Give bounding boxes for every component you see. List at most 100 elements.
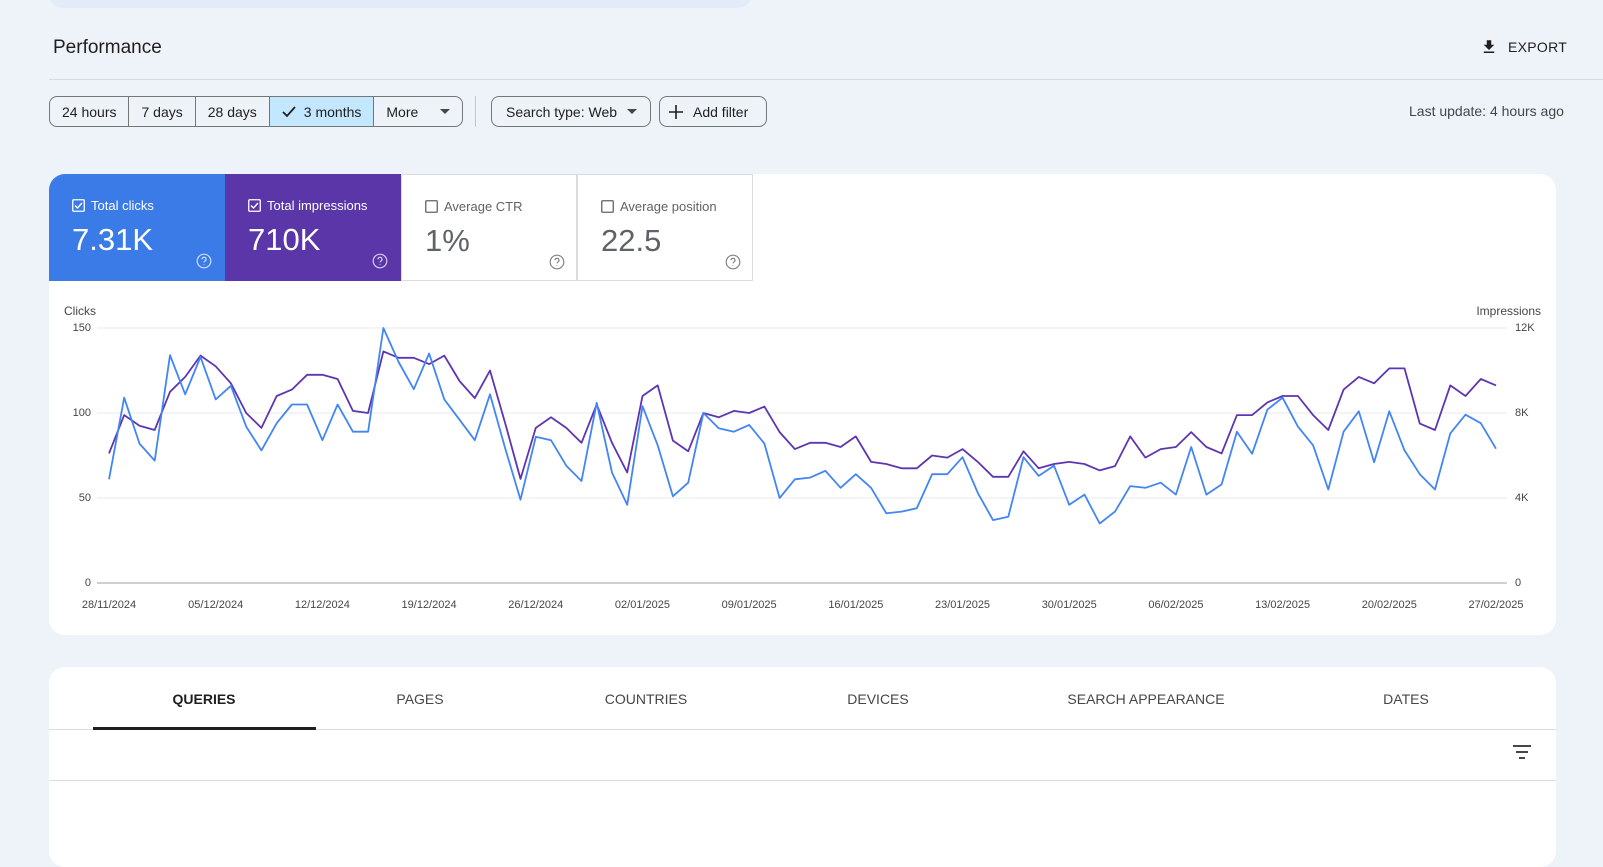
- performance-card: Clicks Impressions 0 50 100 150 0 4K 8K 12K 28/11/…: [49, 174, 1556, 635]
- dropdown-arrow: [627, 108, 638, 114]
- series-line: [108, 350, 1497, 480]
- y2-tick-label: 4K: [1515, 492, 1529, 504]
- x-tick-label: 16/01/2025: [828, 599, 883, 611]
- range-label: 7 days: [141, 103, 183, 120]
- dropdown-arrow: [440, 108, 451, 114]
- separator: [475, 96, 476, 127]
- tab[interactable]: SEARCH APPEARANCE: [1067, 691, 1225, 707]
- filter-icon[interactable]: [1513, 745, 1531, 759]
- x-tick-label: 20/02/2025: [1362, 599, 1417, 611]
- tab[interactable]: QUERIES: [172, 691, 236, 707]
- tab-divider: [49, 729, 1556, 730]
- help-mark: [377, 256, 383, 265]
- metric-label-row: Total impressions: [248, 198, 367, 213]
- export-label: EXPORT: [1508, 39, 1568, 55]
- x-tick-label: 09/01/2025: [722, 599, 777, 611]
- y-tick-label: 0: [85, 577, 91, 589]
- range-label: More: [386, 103, 419, 120]
- check-icon: [282, 105, 296, 117]
- x-tick-label: 06/02/2025: [1148, 599, 1203, 611]
- divider: [49, 79, 1603, 80]
- y-axis-label: Clicks: [64, 304, 96, 318]
- download-icon: [1483, 40, 1495, 53]
- metric-card[interactable]: Average CTR 1%: [401, 174, 577, 281]
- tab[interactable]: COUNTRIES: [604, 691, 688, 707]
- export-button[interactable]: EXPORT: [1480, 38, 1567, 56]
- y2-tick-label: 0: [1515, 577, 1521, 589]
- metric-label: Total clicks: [91, 198, 154, 213]
- range-button[interactable]: 24 hours: [50, 97, 130, 126]
- x-tick-label: 30/01/2025: [1042, 599, 1097, 611]
- help-circle: [725, 254, 741, 270]
- chart: Clicks Impressions 0 50 100 150 0 4K 8K 12K 28/11/…: [64, 304, 1541, 611]
- y-tick-label: 50: [79, 492, 91, 504]
- checkbox-box: [601, 200, 614, 213]
- series-line: [108, 327, 1497, 525]
- checkbox-check: [74, 202, 83, 210]
- checkbox[interactable]: [425, 200, 438, 213]
- checkbox[interactable]: [248, 199, 261, 212]
- checkbox-check: [250, 202, 259, 210]
- tab-underline: [93, 727, 316, 730]
- tabs-card: QUERIES PAGES COUNTRIES DEVICES SEARCH APPEA…: [49, 667, 1556, 867]
- metric-card[interactable]: Average position 22.5: [577, 174, 753, 281]
- range-label: 28 days: [207, 103, 257, 120]
- metric-card[interactable]: Total clicks 7.31K: [49, 174, 225, 281]
- y2-tick-label: 12K: [1515, 322, 1535, 334]
- y-tick-label: 100: [73, 407, 91, 419]
- range-button[interactable]: 3 months: [269, 97, 375, 126]
- range-button[interactable]: 28 days: [196, 97, 270, 126]
- help-circle: [196, 253, 212, 269]
- x-tick-label: 27/02/2025: [1468, 599, 1523, 611]
- tab[interactable]: DEVICES: [847, 691, 909, 707]
- date-range-selector: 24 hours 7 days 28 days 3 months More: [49, 96, 464, 127]
- y2-tick-label: 8K: [1515, 407, 1529, 419]
- page: {"header": {"title": "Performance", "exp…: [49, 0, 1603, 867]
- metric-label: Total impressions: [267, 198, 368, 213]
- help-mark: [730, 257, 736, 266]
- arrow-path: [440, 108, 451, 114]
- help-mark: [201, 256, 207, 265]
- range-label: 24 hours: [62, 103, 117, 120]
- help-mark: [554, 257, 560, 266]
- checkbox[interactable]: [72, 199, 85, 212]
- metric-label: Average CTR: [444, 199, 523, 214]
- search-type-button[interactable]: Search type: Web: [491, 96, 651, 127]
- search-type-label: Search type: Web: [506, 103, 618, 120]
- checkbox-box: [248, 199, 261, 212]
- page-title: Performance: [53, 37, 162, 58]
- metric-value: 7.31K: [72, 222, 154, 257]
- metric-label: Average position: [620, 199, 717, 214]
- x-tick-label: 13/02/2025: [1255, 599, 1310, 611]
- metric-label-row: Average position: [601, 199, 717, 214]
- last-update: Last update: 4 hours ago: [1409, 103, 1564, 119]
- metric-card[interactable]: Total impressions 710K: [225, 174, 401, 281]
- checkbox[interactable]: [601, 200, 614, 213]
- range-button[interactable]: 7 days: [129, 97, 196, 126]
- help-circle: [372, 253, 388, 269]
- metric-value: 1%: [425, 223, 470, 258]
- x-tick-label: 26/12/2024: [508, 599, 563, 611]
- top-strip: [49, 0, 752, 8]
- checkbox-box: [425, 200, 438, 213]
- x-tick-label: 05/12/2024: [188, 599, 243, 611]
- x-tick-label: 19/12/2024: [402, 599, 457, 611]
- help-icon[interactable]: [196, 253, 212, 269]
- x-tick-label: 28/11/2024: [82, 599, 136, 611]
- add-filter-label: Add filter: [693, 103, 749, 120]
- metric-label-row: Average CTR: [425, 199, 523, 214]
- help-icon[interactable]: [549, 254, 565, 270]
- tab[interactable]: PAGES: [396, 691, 444, 707]
- check-path: [282, 105, 296, 117]
- help-icon[interactable]: [725, 254, 741, 270]
- tab[interactable]: DATES: [1383, 691, 1429, 707]
- y-tick-label: 150: [73, 322, 91, 334]
- help-circle: [549, 254, 565, 270]
- add-filter-button[interactable]: Add filter: [659, 96, 767, 127]
- y2-axis-label: Impressions: [1476, 304, 1541, 318]
- x-tick-label: 23/01/2025: [935, 599, 990, 611]
- metric-label-row: Total clicks: [72, 198, 154, 213]
- help-icon[interactable]: [372, 253, 388, 269]
- table-divider: [49, 780, 1556, 781]
- range-button[interactable]: More: [374, 97, 462, 126]
